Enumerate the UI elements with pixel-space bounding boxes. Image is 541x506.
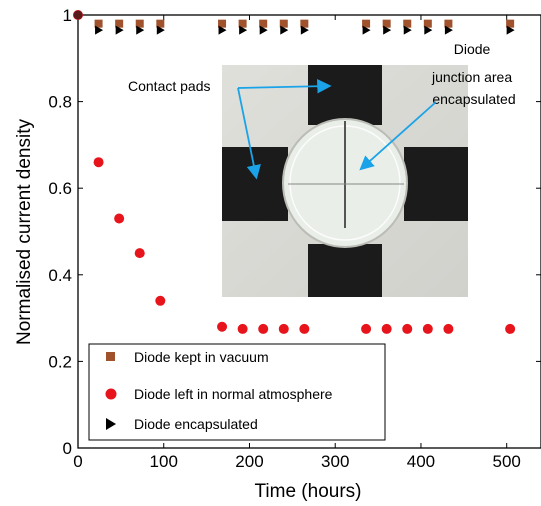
data-point-atmosphere [217,321,228,332]
y-tick-label: 0.6 [48,179,72,198]
data-point-vacuum [156,19,165,28]
data-point-encapsulated [444,25,453,35]
data-point-vacuum [382,19,391,28]
legend-box [88,343,386,441]
data-point-atmosphere [237,323,248,334]
data-series [73,10,516,334]
y-tick-label: 0.2 [48,352,72,371]
x-tick-label: 0 [73,452,82,471]
data-point-encapsulated [218,25,227,35]
series-circle [73,10,516,334]
legend-label-atmosphere: Diode left in normal atmosphere [134,386,333,402]
data-point-atmosphere [402,323,413,334]
data-point-encapsulated [239,25,248,35]
data-point-atmosphere [278,323,289,334]
series-square [73,10,515,28]
annotation-arrow-contact-pads-top [237,79,332,94]
annotation-arrow-junction [359,101,437,171]
data-point-atmosphere [155,295,166,306]
data-point-vacuum [218,19,227,28]
data-point-encapsulated [383,25,392,35]
data-point-encapsulated [115,25,124,35]
annotation-arrow-contact-pads-left [237,87,261,180]
data-point-atmosphere [381,323,392,334]
data-point-atmosphere [134,248,145,259]
x-axis-label: Time (hours) [255,481,362,502]
series-triangle-right [95,25,515,35]
data-point-encapsulated [403,25,412,35]
data-point-encapsulated [95,25,104,35]
data-point-encapsulated [506,25,515,35]
data-point-atmosphere [299,323,310,334]
x-tick-label: 400 [407,452,435,471]
y-tick-label: 0 [63,439,72,458]
y-tick-label: 1 [63,6,72,25]
data-point-encapsulated [259,25,268,35]
data-point-vacuum [238,19,247,28]
x-tick-label: 100 [150,452,178,471]
legend-marker-atmosphere [105,388,117,400]
data-point-encapsulated [424,25,433,35]
y-axis: 0 0.2 0.4 0.6 0.8 1 [48,6,541,458]
contact-pad-right [404,147,468,221]
x-axis: 0 100 200 300 400 500 [73,15,521,471]
annotation-junction: Diode junction area encapsulated [431,41,516,107]
data-point-encapsulated [300,25,309,35]
data-point-vacuum [423,19,432,28]
data-point-atmosphere [505,323,516,334]
data-point-vacuum [300,19,309,28]
y-tick-label: 0.8 [48,93,72,112]
data-point-atmosphere [422,323,433,334]
data-point-vacuum [259,19,268,28]
data-point-encapsulated [156,25,165,35]
contact-pad-top [308,65,382,125]
data-point-vacuum [403,19,412,28]
data-point-encapsulated [136,25,145,35]
annotation-junction-line3: encapsulated [432,91,515,107]
legend-label-encapsulated: Diode encapsulated [134,416,258,432]
annotation-contact-pads: Contact pads [128,78,211,94]
data-point-atmosphere [114,213,125,224]
annotation-junction-line1: Diode [454,41,491,57]
legend-marker-vacuum [106,352,115,361]
legend-marker-encapsulated [106,418,116,430]
y-axis-label: Normalised current density [14,119,35,345]
contact-pad-left [222,147,288,221]
data-point-vacuum [135,19,144,28]
data-point-atmosphere [93,157,104,168]
data-point-vacuum [115,19,124,28]
contact-pad-bottom [308,244,382,297]
data-point-vacuum [444,19,453,28]
data-point-vacuum [506,19,515,28]
inset-photo [222,65,468,297]
y-tick-label: 0.4 [48,266,72,285]
x-tick-label: 300 [321,452,349,471]
data-point-vacuum [94,19,103,28]
data-point-vacuum [362,19,371,28]
data-point-vacuum [279,19,288,28]
legend: Diode kept in vacuum Diode left in norma… [88,343,386,441]
annotation-junction-line2: junction area [431,69,512,85]
x-tick-label: 500 [493,452,521,471]
x-tick-label: 200 [235,452,263,471]
data-point-atmosphere [443,323,454,334]
data-point-vacuum [73,10,83,20]
data-point-encapsulated [280,25,289,35]
legend-label-vacuum: Diode kept in vacuum [134,349,269,365]
data-point-encapsulated [362,25,371,35]
data-point-atmosphere [258,323,269,334]
data-point-atmosphere [361,323,372,334]
